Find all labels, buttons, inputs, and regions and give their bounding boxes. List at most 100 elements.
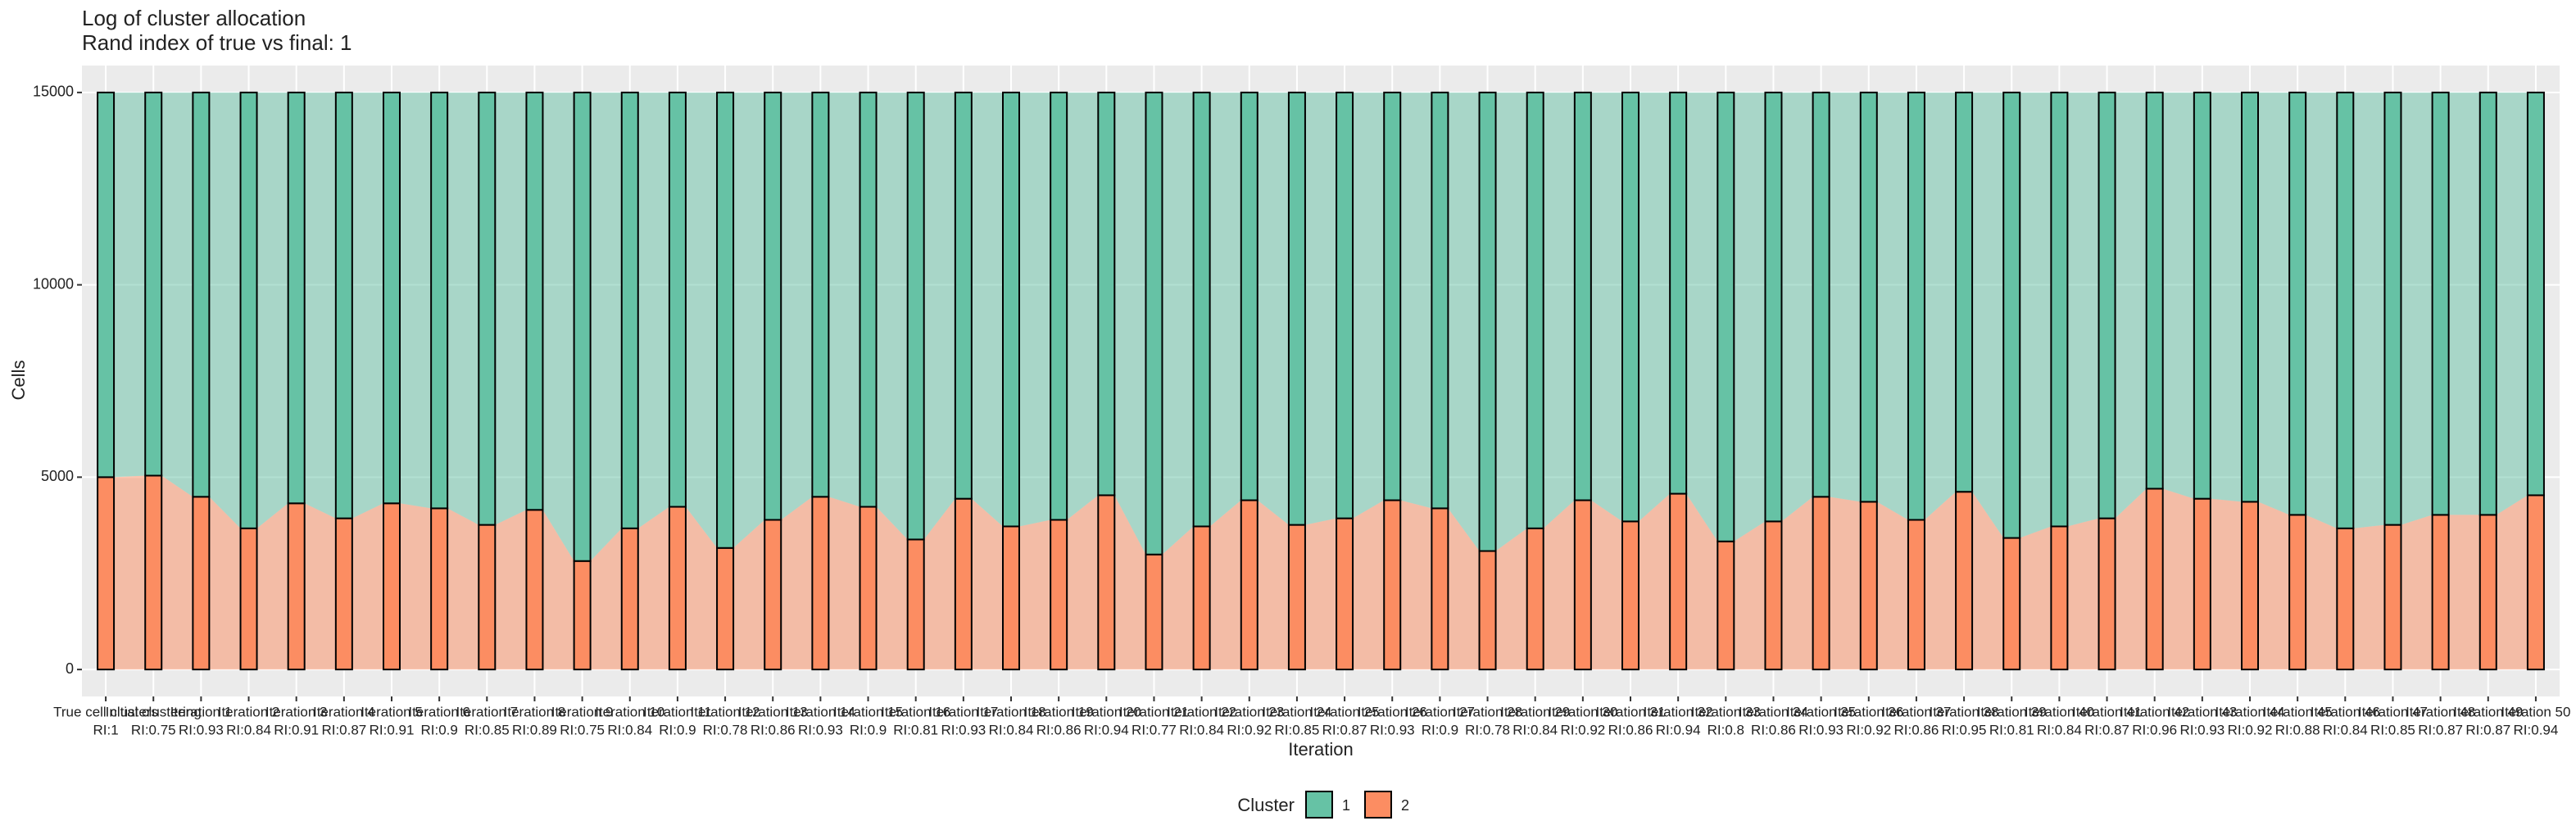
chart-subtitle: Rand index of true vs final: 1	[82, 30, 352, 55]
bar-segment-box	[1669, 91, 1688, 495]
bar-segment-box	[430, 91, 449, 510]
x-tick-label: Iteration 5	[361, 704, 423, 719]
flow	[2353, 92, 2385, 528]
bar-segment-box	[2241, 501, 2259, 671]
flow	[2448, 92, 2480, 515]
flow	[447, 92, 479, 525]
bar-segment-box	[1955, 491, 1974, 671]
bar-segment-box	[2002, 91, 2021, 539]
x-tick-ri-label: RI:0.81	[893, 722, 938, 737]
bar-segment-box	[2336, 527, 2355, 671]
bar-segment-box	[1287, 524, 1306, 671]
bar-segment-box	[525, 509, 544, 671]
y-tick-label: 10000	[33, 275, 74, 292]
x-tick-label: Iteration 16	[881, 704, 950, 719]
flow	[2401, 92, 2433, 525]
x-tick-label: Iteration 42	[2120, 704, 2189, 719]
bar-segment-box	[1240, 91, 1259, 501]
x-tick-label: Iteration 34	[1739, 704, 1808, 719]
flow	[828, 92, 860, 507]
x-tick-ri-label: RI:0.87	[321, 722, 366, 737]
flow	[1686, 92, 1718, 542]
x-tick-ri-label: RI:0.91	[274, 722, 319, 737]
flow	[1495, 528, 1527, 670]
x-tick-ri-label: RI:0.87	[2084, 722, 2129, 737]
flow	[542, 92, 574, 561]
bar-segment-box	[906, 91, 925, 541]
x-tick-label: Iteration 48	[2406, 704, 2475, 719]
flow	[685, 506, 718, 670]
flow	[1590, 500, 1622, 670]
bar-segment-box	[192, 91, 211, 498]
bar-segment-box	[383, 91, 401, 505]
flow	[2496, 92, 2528, 515]
flow	[1924, 492, 1957, 670]
bar-segment-box	[1336, 517, 1354, 671]
flow	[1448, 92, 1480, 551]
flow	[1972, 492, 2004, 670]
bar-segment-box	[1383, 91, 1402, 501]
x-tick-label: Iteration 6	[408, 704, 470, 719]
flow	[590, 92, 622, 561]
y-tick-label: 0	[66, 660, 74, 677]
flow	[304, 92, 336, 519]
flow	[447, 508, 479, 670]
flow	[495, 510, 527, 670]
x-tick-ri-label: RI:0.86	[751, 722, 796, 737]
x-tick-ri-label: RI:0.84	[607, 722, 652, 737]
flow	[1781, 497, 1813, 670]
legend-key	[1364, 791, 1392, 819]
x-tick-label: Iteration 40	[2025, 704, 2094, 719]
x-tick-label: Iteration 39	[1977, 704, 2047, 719]
flow	[637, 92, 669, 528]
flow	[1876, 92, 1908, 520]
bar-segment-box	[859, 506, 878, 671]
bar-segment-box	[954, 497, 973, 671]
flow	[351, 92, 383, 519]
x-tick-label: Iteration 10	[595, 704, 664, 719]
x-tick-ri-label: RI:0.9	[850, 722, 887, 737]
x-tick-ri-label: RI:0.85	[1275, 722, 1320, 737]
x-tick-ri-label: RI:0.93	[179, 722, 224, 737]
flow	[400, 503, 432, 670]
bar-segment-box	[239, 91, 258, 529]
bar-segment-box	[1764, 91, 1783, 523]
flow	[1734, 92, 1766, 542]
flow	[1257, 92, 1289, 525]
x-tick-label: Iteration 17	[928, 704, 998, 719]
flow	[1209, 92, 1241, 527]
flow	[1829, 92, 1861, 502]
x-tick-ri-label: RI:0.87	[2465, 722, 2510, 737]
flow	[1162, 92, 1194, 555]
flow	[495, 92, 527, 525]
flow	[733, 519, 765, 670]
x-tick-label: Iteration 41	[2072, 704, 2142, 719]
bar-segment-box	[287, 502, 306, 671]
x-tick-label: Iteration 46	[2311, 704, 2380, 719]
x-tick-label: Iteration 11	[643, 704, 712, 719]
x-tick-ri-label: RI:0.84	[989, 722, 1034, 737]
y-tick-label: 15000	[33, 84, 74, 100]
bar-segment-box	[859, 91, 878, 508]
bar-segment-box	[2098, 91, 2116, 519]
x-tick-label: True cell clusters	[53, 704, 158, 719]
x-tick-ri-label: RI:0.95	[1942, 722, 1987, 737]
bar-segment-box	[525, 91, 544, 511]
chart-title: Log of cluster allocation	[82, 6, 306, 30]
flow	[256, 92, 288, 528]
x-tick-label: Iteration 12	[691, 704, 760, 719]
bar-segment-box	[1859, 91, 1878, 503]
flow	[2067, 518, 2099, 670]
bar-segment-box	[1240, 499, 1259, 671]
bar-segment-box	[1812, 496, 1830, 671]
bar-segment-box	[144, 91, 163, 477]
bar-segment-box	[2478, 514, 2497, 671]
flow	[2115, 488, 2147, 670]
flow	[2020, 92, 2052, 538]
x-tick-label: Iteration 1	[170, 704, 233, 719]
x-tick-label: Iteration 29	[1500, 704, 1570, 719]
bar-segment-box	[192, 496, 211, 671]
flow	[2401, 515, 2433, 670]
x-tick-label: Iteration 7	[456, 704, 519, 719]
x-tick-label: Iteration 28	[1453, 704, 1522, 719]
